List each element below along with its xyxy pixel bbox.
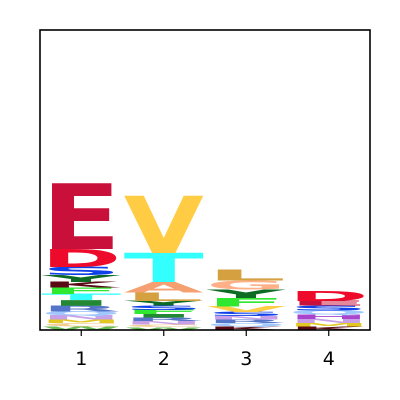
logo-letter-D-pos-1: D	[41, 244, 121, 273]
logo-letter-C-pos-2: C	[124, 324, 204, 328]
x-tick-label-3: 3	[240, 348, 252, 370]
logo-letter-D-pos-4: D	[289, 289, 369, 304]
logo-letter-L-pos-3: L	[206, 267, 286, 285]
logo-letter-K-pos-1: K	[41, 281, 121, 290]
logo-letter-W-pos-1: W	[41, 326, 121, 332]
logo-letter-H-pos-4: H	[289, 314, 369, 321]
logo-letter-S-pos-1: S	[41, 265, 121, 278]
logo-letter-S-pos-4: S	[289, 304, 369, 312]
x-tick-label-4: 4	[323, 348, 335, 370]
logo-letter-G-pos-3: G	[206, 279, 286, 293]
x-tick-label-1: 1	[75, 348, 87, 370]
logo-letter-F-pos-1: F	[41, 286, 121, 296]
logo-letter-K-pos-3: K	[206, 326, 287, 332]
logo-letter-T-pos-1: T	[41, 292, 121, 302]
x-axis: 1 2 3 4	[75, 330, 335, 370]
logo-letter-Y-pos-2: Y	[123, 300, 203, 308]
logo-letter-Q-pos-4: Q	[289, 309, 369, 316]
plot-frame	[39, 29, 371, 331]
logo-letter-F-pos-3: F	[206, 296, 286, 309]
logo-letter-R-pos-2: R	[124, 317, 204, 322]
logo-letter-T-pos-2: T	[124, 245, 204, 292]
logo-letter-stacks: WCMNQRITFKYSDEWCNRIFSYLATVKQRNSVFYGLKMNH…	[41, 165, 369, 331]
logo-letter-Q-pos-3: Q	[206, 322, 286, 328]
logo-letter-L-pos-2: L	[124, 290, 204, 303]
logo-letter-V-pos-2: V	[124, 180, 204, 271]
x-tick-label-2: 2	[158, 348, 170, 370]
logo-letter-Q-pos-1: Q	[41, 310, 121, 317]
logo-letter-R-pos-3: R	[206, 319, 286, 324]
logo-letter-I-pos-1: I	[41, 299, 121, 308]
logo-letter-F-pos-2: F	[124, 309, 204, 316]
logo-letter-S-pos-2: S	[124, 305, 204, 312]
logo-letter-N-pos-1: N	[41, 314, 121, 321]
logo-letter-E-pos-1: E	[41, 165, 121, 270]
logo-letter-A-pos-2: A	[124, 280, 204, 296]
logo-letter-K-pos-4: K	[289, 326, 370, 332]
logo-letter-E-pos-4: E	[289, 300, 369, 308]
logo-letter-C-pos-1: C	[41, 322, 121, 328]
logo-letter-Y-pos-1: Y	[41, 273, 121, 284]
logo-letter-S-pos-3: S	[206, 311, 286, 318]
logo-letter-I-pos-2: I	[124, 313, 204, 319]
logo-letter-R-pos-1: R	[41, 304, 121, 313]
logo-letter-Y-pos-3: Y	[206, 288, 286, 301]
logo-letter-V-pos-3: V	[206, 305, 286, 314]
logo-letter-M-pos-1: M	[41, 319, 121, 325]
logo-letter-N-pos-2: N	[124, 320, 204, 326]
logo-letter-N-pos-4: N	[289, 318, 369, 325]
logo-letter-M-pos-4: M	[289, 322, 369, 328]
logo-letter-N-pos-3: N	[206, 315, 286, 321]
logo-letter-W-pos-2: W	[124, 327, 204, 331]
